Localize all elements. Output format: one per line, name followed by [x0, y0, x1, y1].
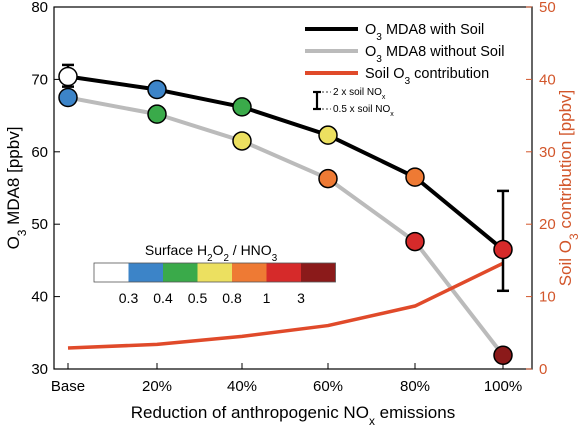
y-right-tick-label: 0 — [539, 361, 547, 378]
y-right-tick-label: 10 — [539, 289, 556, 306]
series-line-3 — [67, 261, 504, 350]
colorbar-label: 0.4 — [153, 290, 173, 306]
data-point-s1 — [405, 167, 425, 187]
colorbar-swatch — [232, 263, 267, 282]
x-tick-label: 80% — [400, 378, 430, 395]
series-line-2 — [67, 95, 505, 357]
data-point-s1 — [493, 239, 513, 260]
x-tick-label: Base — [51, 378, 85, 395]
legend-label: O3 MDA8 without Soil — [365, 44, 504, 65]
plot-area — [53, 6, 533, 370]
data-point-s2 — [58, 87, 78, 108]
data-point-s2 — [493, 345, 513, 365]
y-right-tick-label: 30 — [539, 144, 556, 161]
colorbar-swatch — [163, 263, 198, 282]
y-axis-right-title: Soil O3 contribution [ppbv] — [556, 90, 581, 287]
y-right-tick-label: 50 — [539, 0, 556, 16]
y-left-tick-label: 40 — [31, 289, 48, 306]
colorbar-label: 0.5 — [188, 290, 208, 306]
y-left-tick-label: 30 — [31, 361, 48, 378]
legend-label: Soil O3 contribution — [365, 66, 489, 87]
data-point-s2 — [405, 231, 425, 252]
legend-label: O3 MDA8 with Soil — [365, 22, 484, 43]
data-point-s2 — [232, 131, 252, 151]
y-left-tick-label: 80 — [31, 0, 48, 16]
colorbar-label: 0.3 — [119, 290, 139, 306]
colorbar-label: 3 — [297, 290, 305, 306]
data-point-s1 — [232, 97, 252, 117]
colorbar-frame — [93, 262, 336, 283]
y-left-tick-label: 60 — [31, 144, 48, 161]
x-axis-title: Reduction of anthropogenic NOx emissions — [131, 403, 455, 428]
data-point-s2 — [147, 104, 167, 124]
y-axis-left-title: O3 MDA8 [ppbv] — [4, 127, 29, 250]
colorbar-swatch — [197, 263, 232, 282]
colorbar-swatch — [94, 263, 129, 282]
legend-errbar-high-label: 2 x soil NOx — [333, 87, 386, 101]
legend-errbar-low-label: 0.5 x soil NOx — [333, 104, 394, 118]
series-line-1 — [67, 74, 505, 252]
colorbar-label: 0.8 — [222, 290, 242, 306]
colorbar-swatch — [266, 263, 301, 282]
y-left-tick-label: 70 — [31, 71, 48, 88]
data-point-s1 — [147, 79, 167, 100]
x-tick-label: 20% — [142, 378, 172, 395]
colorbar-label: 1 — [263, 290, 271, 306]
y-left-tick-label: 50 — [31, 216, 48, 233]
data-point-s2 — [318, 168, 338, 189]
x-tick-label: 40% — [227, 378, 257, 395]
data-point-s1 — [58, 66, 78, 87]
x-tick-label: 60% — [313, 378, 343, 395]
colorbar-swatch — [128, 263, 163, 282]
colorbar-swatch — [301, 263, 336, 282]
y-right-tick-label: 20 — [539, 216, 556, 233]
x-tick-label: 100% — [484, 378, 522, 395]
data-point-s1 — [318, 125, 338, 145]
colorbar-title: Surface H2O2 / HNO3 — [145, 242, 278, 264]
y-right-tick-label: 40 — [539, 71, 556, 88]
